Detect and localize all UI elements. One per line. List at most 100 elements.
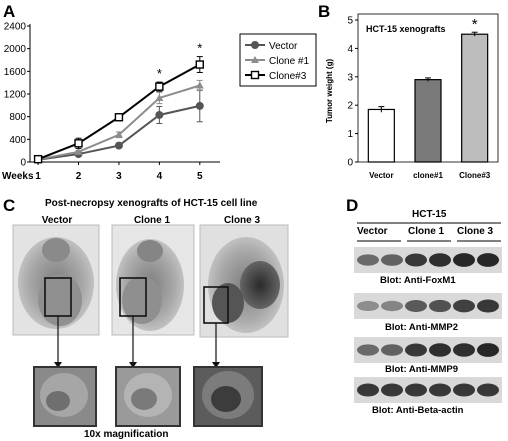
- lane-label-clone1: Clone 1: [408, 226, 445, 237]
- data-point: [33, 154, 43, 164]
- y-tick-label: 4: [347, 44, 353, 55]
- legend-label: Clone#3: [269, 71, 307, 82]
- blot-strip-foxm1: [354, 247, 502, 273]
- blot-strip-mmp2: [354, 293, 502, 319]
- chart-title: HCT-15 xenografts: [366, 24, 446, 34]
- zoom-inset-clone1: [115, 366, 181, 427]
- legend-label: Clone #1: [269, 56, 309, 67]
- data-point: [114, 130, 123, 138]
- y-axis-label: Tumor weight (g): [325, 59, 334, 124]
- blot-band: [405, 383, 427, 397]
- data-point: [195, 60, 204, 69]
- data-point: [195, 81, 204, 89]
- blot-band: [357, 344, 379, 356]
- blot-band: [357, 254, 379, 266]
- x-tick-label: 2: [76, 171, 82, 182]
- blot-band: [453, 253, 475, 267]
- blot-label-mmp2: Blot: Anti-MMP2: [385, 322, 458, 333]
- data-point: [114, 113, 124, 122]
- blot-band: [477, 383, 499, 397]
- y-tick-label: 1200: [4, 90, 27, 101]
- blot-band: [405, 343, 427, 357]
- data-point: [114, 141, 123, 150]
- zoom-inset-clone3: [193, 366, 263, 427]
- data-point: [74, 147, 83, 155]
- blot-label-mmp9: Blot: Anti-MMP9: [385, 364, 458, 375]
- photo-label-vector: Vector: [41, 215, 73, 226]
- necropsy-photos: [12, 224, 289, 427]
- category-label: Clone#3: [459, 171, 491, 180]
- photo-vector: [12, 224, 100, 368]
- y-tick-label: 0: [20, 158, 26, 169]
- western-blots: [354, 247, 502, 403]
- zoom-inset-vector: [33, 366, 97, 427]
- y-tick-label: 2400: [4, 22, 27, 33]
- blot-band: [381, 383, 403, 397]
- y-tick-label: 5: [347, 16, 353, 27]
- blot-band: [477, 343, 499, 357]
- y-tick-label: 400: [9, 135, 26, 146]
- blot-band: [357, 383, 379, 397]
- legend-marker: [250, 70, 260, 80]
- lane-underlines: [357, 240, 501, 242]
- y-tick-label: 1600: [4, 67, 27, 78]
- x-tick-label: 1: [35, 171, 41, 182]
- lane-label-vector: Vector: [357, 226, 388, 237]
- significance-marker: *: [157, 66, 162, 81]
- x-tick-label: 4: [157, 171, 163, 182]
- x-tick-label: 5: [197, 171, 203, 182]
- data-point: [155, 93, 164, 101]
- y-tick-label: 2000: [4, 44, 27, 55]
- blot-band: [381, 300, 403, 312]
- blot-band: [453, 383, 475, 397]
- blot-cell-line: HCT-15: [412, 209, 447, 220]
- blot-band: [429, 299, 451, 313]
- photo-label-clone1: Clone 1: [133, 215, 171, 226]
- photos-title: Post-necropsy xenografts of HCT-15 cell …: [45, 198, 258, 209]
- blot-label-beta-actin: Blot: Anti-Beta-actin: [372, 405, 464, 416]
- data-point: [74, 139, 83, 148]
- blot-band: [429, 383, 451, 397]
- y-tick-label: 3: [347, 72, 353, 83]
- blot-band: [453, 343, 475, 357]
- photo-clone1: [111, 224, 195, 368]
- photo-clone3: [199, 224, 289, 368]
- blot-band: [405, 300, 427, 312]
- cell-line-bracket: [357, 222, 501, 224]
- panel-letter-d: D: [346, 196, 359, 215]
- significance-marker: *: [472, 16, 478, 33]
- lane-label-clone3: Clone 3: [457, 226, 494, 237]
- blot-band: [453, 299, 475, 313]
- photo-label-clone3: Clone 3: [223, 215, 261, 226]
- panel-letter-c: C: [3, 196, 16, 215]
- y-tick-label: 800: [9, 112, 26, 123]
- blot-band: [357, 300, 379, 312]
- blot-strip-mmp9: [354, 337, 502, 363]
- x-tick-label: 3: [116, 171, 122, 182]
- data-point: [155, 110, 164, 119]
- legend-label: Vector: [269, 41, 298, 52]
- data-point: [155, 82, 164, 91]
- bar: [461, 33, 489, 163]
- y-tick-label: 2: [347, 101, 353, 112]
- blot-band: [477, 253, 499, 267]
- blot-band: [381, 344, 403, 356]
- significance-marker: *: [197, 41, 202, 56]
- tumor-growth-line-chart: 0 400 800 1200 1600 2000 2400 1 2 3 4 5 Weeks * * Vecto…: [2, 22, 317, 182]
- panel-letter-b: B: [318, 2, 331, 21]
- blot-band: [429, 253, 451, 267]
- category-label: clone#1: [413, 171, 443, 180]
- blot-band: [429, 343, 451, 357]
- bar: [367, 108, 395, 163]
- blot-band: [405, 253, 427, 267]
- panel-letter-a: A: [3, 2, 16, 21]
- blot-label-foxm1: Blot: Anti-FoxM1: [380, 275, 456, 286]
- y-tick-label: 1: [347, 129, 353, 140]
- tumor-weight-bar-chart: HCT-15 xenografts 0 1 2 3 4 5 Tumor weight (g) V…: [325, 13, 499, 180]
- blot-strip-beta-actin: [354, 377, 502, 403]
- x-axis-label: Weeks: [2, 171, 34, 182]
- blot-band: [381, 254, 403, 266]
- blot-band: [477, 299, 499, 313]
- y-tick-label: 0: [347, 158, 353, 169]
- bar: [414, 79, 442, 163]
